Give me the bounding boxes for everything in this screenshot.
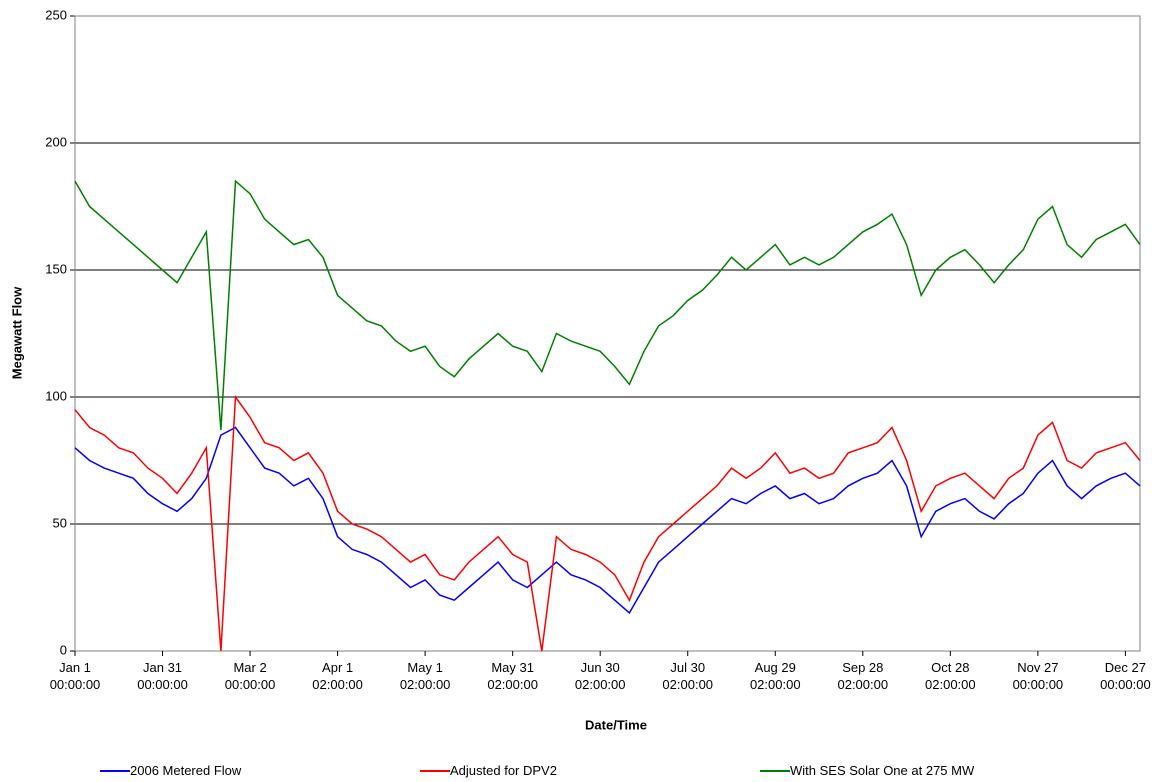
x-tick-label: Jun 30 02:00:00 <box>574 660 626 692</box>
x-tick-label: Oct 28 02:00:00 <box>925 660 976 692</box>
x-tick-label: May 1 02:00:00 <box>399 660 451 692</box>
y-tick-label: 250 <box>45 7 67 22</box>
x-tick-label: Apr 1 02:00:00 <box>312 660 363 692</box>
x-tick-label: May 31 02:00:00 <box>487 660 538 692</box>
x-tick-label: Mar 2 00:00:00 <box>224 660 276 692</box>
x-tick-label: Sep 28 02:00:00 <box>837 660 889 692</box>
x-tick-label: Dec 27 00:00:00 <box>1100 660 1151 692</box>
y-tick-label: 200 <box>45 134 67 149</box>
series-line <box>74 394 1141 652</box>
y-tick-label: 100 <box>45 388 67 403</box>
legend-label: 2006 Metered Flow <box>130 763 242 778</box>
x-tick-label: Jan 31 00:00:00 <box>137 660 188 692</box>
y-tick-label: 50 <box>53 515 67 530</box>
x-tick-label: Nov 27 00:00:00 <box>1012 660 1064 692</box>
x-axis-title: Date/Time <box>585 717 647 732</box>
y-tick-label: 150 <box>45 261 67 276</box>
y-axis-title: Megawatt Flow <box>9 286 24 379</box>
series-line <box>74 179 1141 431</box>
x-tick-label: Jul 30 02:00:00 <box>662 660 714 692</box>
x-tick-label: Jan 1 00:00:00 <box>49 660 101 692</box>
series-line <box>74 426 1141 615</box>
legend-label: Adjusted for DPV2 <box>450 763 557 778</box>
x-tick-label: Aug 29 02:00:00 <box>749 660 801 692</box>
plot-frame <box>74 15 1141 652</box>
legend-label: With SES Solar One at 275 MW <box>790 763 975 778</box>
y-tick-label: 0 <box>60 642 67 657</box>
